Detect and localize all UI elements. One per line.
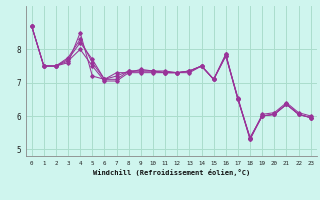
X-axis label: Windchill (Refroidissement éolien,°C): Windchill (Refroidissement éolien,°C)	[92, 169, 250, 176]
